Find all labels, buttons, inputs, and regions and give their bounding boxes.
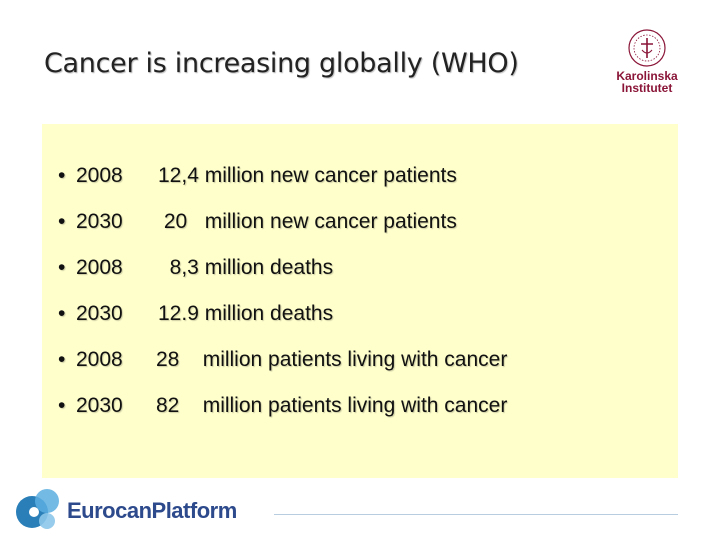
bullet-dot: • [58, 394, 66, 417]
bullet-year: 2008 [76, 256, 123, 279]
eurocan-wordmark: EurocanPlatform [67, 498, 237, 523]
content-box: • 2008 12,4 million new cancer patients … [42, 124, 678, 478]
bullet-year: 2030 [76, 302, 123, 325]
bullet-text: 82 million patients living with cancer [156, 394, 508, 417]
bullet-year: 2030 [76, 210, 123, 233]
bullet-year: 2008 [76, 164, 123, 187]
bullet-text: 28 million patients living with cancer [156, 348, 508, 371]
karolinska-logo: Karolinska Institutet [614, 26, 680, 104]
bullet-dot: • [58, 210, 66, 233]
karolinska-name-line2: Institutet [621, 81, 673, 95]
footer-divider [274, 514, 678, 515]
eurocan-logo: EurocanPlatform [14, 486, 264, 532]
bullet-year: 2008 [76, 348, 123, 371]
bullet-text: 12,4 million new cancer patients [158, 164, 457, 187]
eurocan-circles-icon [16, 489, 59, 529]
slide-title: Cancer is increasing globally (WHO) [44, 48, 519, 79]
bullet-dot: • [58, 164, 66, 187]
bullet-dot: • [58, 256, 66, 279]
bullet-dot: • [58, 302, 66, 325]
bullet-text: 12.9 million deaths [158, 302, 334, 325]
bullet-text: 8,3 million deaths [158, 256, 334, 279]
karolinska-seal-icon [628, 29, 666, 67]
bullet-text: 20 million new cancer patients [158, 210, 457, 233]
bullet-dot: • [58, 348, 66, 371]
bullet-year: 2030 [76, 394, 123, 417]
karolinska-name-line1: Karolinska [616, 69, 678, 83]
